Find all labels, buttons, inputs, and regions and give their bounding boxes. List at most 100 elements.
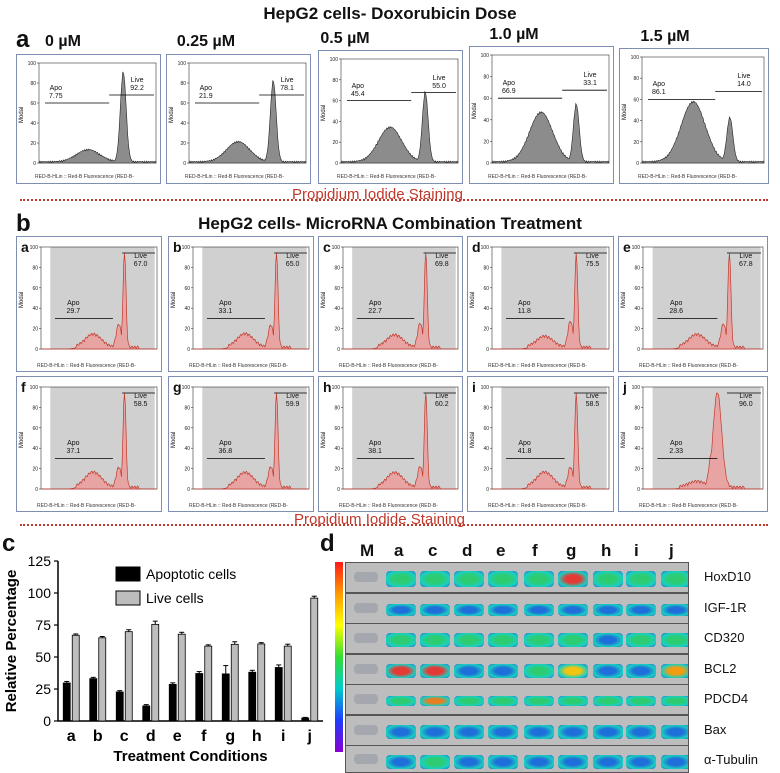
x-axis-label: RED-B-HLin :: Red-B Fluorescence (RED-B- — [488, 363, 587, 369]
live-gate-label: Live 67.0 — [134, 253, 148, 269]
treatment-histogram-svg: 0 20 40 60 80 100 — [332, 245, 459, 353]
y-axis-label: Modal — [321, 431, 327, 448]
x-tick-label: i — [281, 728, 285, 745]
apo-value-text: 22.7 — [368, 308, 382, 316]
apo-label-text: Apo — [351, 82, 365, 90]
dose-histogram-panel: 0 20 40 60 80 100 Apo 66.9 Live 33.1 Modal RED-B-HL… — [469, 46, 614, 184]
protein-band — [454, 633, 484, 647]
bar-live — [257, 643, 266, 722]
treatment-panel-letter: d — [472, 239, 481, 255]
x-tick-label: h — [252, 728, 262, 745]
y-tick-label: 80 — [180, 81, 186, 87]
bar-apoptotic — [274, 667, 283, 722]
y-tick-label: 60 — [184, 426, 190, 432]
protein-band — [661, 755, 688, 769]
x-tick-label: c — [120, 728, 129, 745]
protein-band — [420, 571, 450, 587]
apo-value-text: 33.1 — [218, 308, 233, 316]
y-tick-label: 80 — [633, 76, 639, 82]
bar-live — [204, 645, 213, 722]
x-axis-title: Treatment Conditions — [113, 748, 267, 765]
apo-gate-label: Apo 21.9 — [199, 85, 213, 101]
y-tick-label: 40 — [633, 119, 639, 125]
y-tick-label: 20 — [334, 467, 340, 473]
apo-gate-label: Apo 36.8 — [219, 440, 233, 456]
protein-band — [558, 725, 588, 739]
y-tick-label: 20 — [30, 141, 36, 147]
live-value-text: 59.9 — [285, 401, 300, 408]
apo-label-text: Apo — [368, 300, 382, 308]
bar-apoptotic — [248, 671, 257, 722]
y-tick-label: 75 — [35, 617, 51, 633]
y-axis-label: Modal — [19, 291, 25, 308]
bar-live — [283, 645, 292, 722]
live-gate-label: Live 65.0 — [286, 253, 300, 269]
apo-value-text: 2.33 — [669, 448, 684, 456]
y-tick-label: 0 — [337, 487, 340, 493]
live-label-text: Live — [134, 253, 148, 260]
x-axis-label: RED-B-HLin :: Red-B Fluorescence (RED-B- — [185, 174, 284, 180]
y-tick-label: 100 — [182, 385, 191, 391]
x-tick-label: b — [93, 728, 103, 745]
blot-row — [345, 623, 689, 654]
treatment-histogram-panel: d 0 20 40 60 80 100 Apo 11.8 Live 75.5 Modal RED-B-H… — [467, 236, 614, 372]
y-tick-label: 0 — [637, 487, 640, 493]
treatment-histogram-svg: 0 20 40 60 80 100 — [481, 245, 610, 353]
marker-band — [354, 572, 378, 582]
y-tick-label: 0 — [335, 161, 338, 167]
bar-apoptotic — [89, 678, 98, 722]
protein-band — [386, 604, 416, 616]
apo-gate-label: Apo 7.75 — [49, 85, 63, 101]
dose-histogram-trace — [641, 100, 765, 164]
y-tick-label: 40 — [32, 446, 38, 452]
gate-shaded-region — [50, 247, 155, 349]
apo-gate-label: Apo 29.7 — [67, 300, 81, 316]
apo-label-text: Apo — [669, 300, 683, 308]
y-tick-label: 100 — [632, 245, 641, 251]
y-tick-label: 60 — [634, 286, 640, 292]
protein-band — [488, 696, 518, 706]
treatment-histogram-panel: i 0 20 40 60 80 100 Apo 41.8 Live 58.5 Modal RED-B-H… — [467, 376, 614, 512]
bar-apoptotic — [168, 683, 177, 722]
x-axis-label: RED-B-HLin :: Red-B Fluorescence (RED-B- — [337, 174, 436, 180]
y-tick-label: 125 — [28, 553, 52, 569]
y-tick-label: 100 — [481, 245, 490, 251]
y-tick-label: 100 — [481, 53, 490, 59]
protein-band — [626, 604, 656, 616]
protein-label: IGF-1R — [704, 600, 747, 615]
y-tick-label: 60 — [180, 101, 186, 107]
y-tick-label: 20 — [334, 327, 340, 333]
live-gate-label: Live 96.0 — [739, 393, 753, 409]
dose-histogram-svg: 0 20 40 60 80 100 — [330, 57, 459, 167]
y-tick-label: 40 — [483, 306, 489, 312]
y-tick-label: 100 — [631, 55, 640, 61]
x-tick-label: g — [225, 728, 235, 745]
protein-band — [558, 755, 588, 769]
treatment-histogram-trace — [41, 393, 157, 490]
gate-shaded-region — [501, 387, 607, 489]
y-tick-label: 20 — [32, 327, 38, 333]
protein-band — [626, 633, 656, 647]
apo-gate-label: Apo 11.8 — [518, 300, 531, 316]
protein-band — [420, 664, 450, 678]
live-value-text: 96.0 — [739, 401, 753, 408]
apo-gate-label: Apo 28.6 — [669, 300, 683, 316]
dose-histogram-panel: 0 20 40 60 80 100 Apo 45.4 Live 55.0 Modal RED-B-HL… — [318, 50, 463, 184]
protein-band — [420, 725, 450, 739]
treatment-histogram-trace — [492, 253, 609, 350]
dose-histogram-panel: 0 20 40 60 80 100 Apo 7.75 Live 92.2 Modal RED-B-HL… — [16, 54, 161, 184]
protein-band — [488, 725, 518, 739]
panel-a-pi-footer: Propidium Iodide Staining — [292, 186, 463, 203]
apo-gate-label: Apo 41.8 — [518, 440, 532, 456]
y-tick-label: 20 — [32, 467, 38, 473]
treatment-histogram-panel: b 0 20 40 60 80 100 Apo 33.1 Live 65.0 Modal RED-B-H… — [168, 236, 314, 372]
apo-gate-label: Apo 22.7 — [368, 300, 382, 316]
dose-label: 0.5 µM — [320, 30, 370, 47]
apo-value-text: 28.6 — [669, 308, 684, 316]
y-tick-label: 0 — [337, 347, 340, 353]
y-axis-label: Modal — [622, 103, 628, 120]
apo-gate-label: Apo 33.1 — [219, 300, 233, 316]
protein-band — [593, 604, 623, 616]
apo-value-text: 36.8 — [218, 448, 233, 456]
dose-histogram-panel: 0 20 40 60 80 100 Apo 21.9 Live 78.1 Modal RED-B-HL… — [166, 54, 311, 184]
